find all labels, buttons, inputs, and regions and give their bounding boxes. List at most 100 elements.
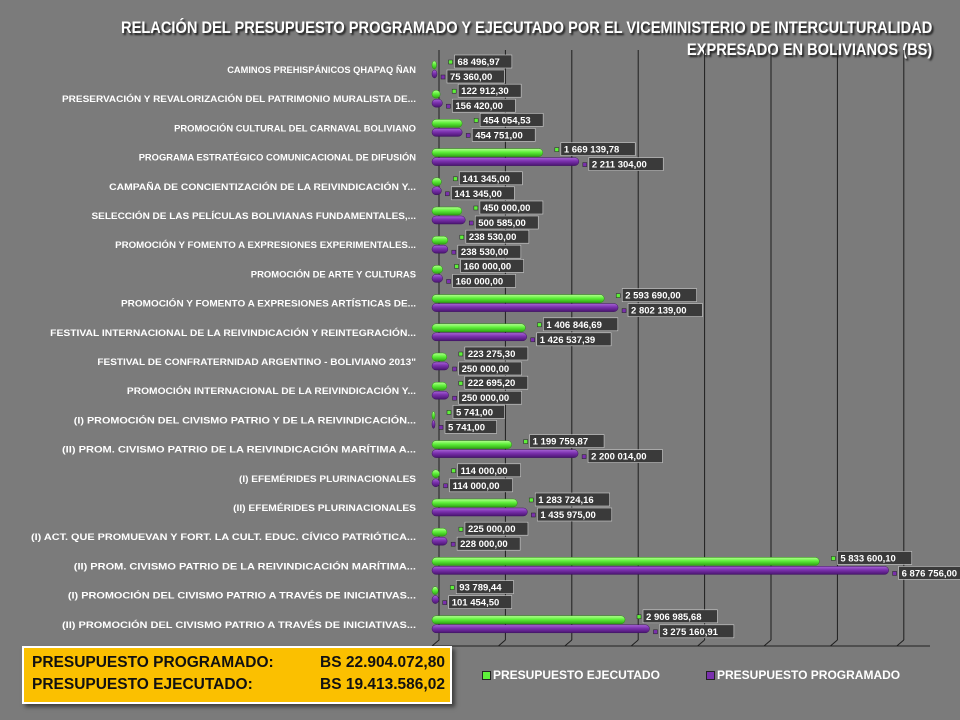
data-label-programado-box (457, 244, 522, 259)
category-label: (I) PROMOCIÓN DEL CIVISMO PATRIO A TRAVÉ… (68, 590, 416, 602)
data-label-ejecutado: 122 912,30 (461, 86, 509, 97)
category-label: PROMOCIÓN Y FOMENTO A EXPRESIONES EXPERI… (115, 239, 416, 251)
data-label-programado-marker (442, 600, 447, 605)
data-label-ejecutado-marker (831, 556, 836, 561)
grid-floor-tick (830, 639, 838, 647)
data-label-programado-box (451, 186, 515, 201)
bar-programado (431, 274, 443, 283)
data-label-ejecutado: 68 496,97 (458, 57, 500, 68)
data-label-ejecutado-box (529, 434, 605, 448)
bar-ejecutado (431, 323, 526, 333)
category-label: (I) PROMOCIÓN DEL CIVISMO PATRIO Y DE LA… (74, 414, 416, 426)
bar-programado (431, 420, 436, 429)
legend-swatch-ejecutado (482, 671, 491, 680)
data-label-ejecutado-marker (458, 351, 464, 357)
data-label-programado-marker (621, 308, 627, 313)
data-label-programado-marker (653, 629, 658, 635)
data-label-ejecutado: 1 199 759,87 (533, 437, 588, 448)
data-label-programado-marker (451, 249, 457, 255)
data-label-programado-marker (468, 220, 474, 226)
data-label-ejecutado: 141 345,00 (462, 174, 510, 185)
data-label-programado: 101 454,50 (452, 598, 500, 609)
data-label-programado-marker (446, 279, 451, 284)
bar-programado (431, 128, 463, 137)
data-label-ejecutado-marker (451, 88, 457, 94)
bar-ejecutado (431, 235, 449, 245)
data-label-programado-box (444, 420, 497, 434)
data-label-programado: 5 741,00 (448, 422, 485, 433)
data-label-ejecutado: 222 695,20 (468, 378, 516, 389)
data-label-programado-marker (438, 425, 444, 430)
bar-ejecutado (431, 119, 463, 128)
data-label-programado: 114 000,00 (453, 481, 500, 492)
axis-wall-line (431, 50, 440, 647)
data-label-programado: 141 345,00 (454, 189, 502, 200)
data-label-ejecutado-marker (453, 176, 458, 182)
bar-ejecutado (431, 557, 820, 566)
data-label-ejecutado-marker (554, 147, 560, 152)
data-label-ejecutado-box (534, 492, 610, 507)
data-label-programado-marker (450, 541, 456, 547)
data-label-programado-box (449, 478, 513, 493)
category-label: (II) PROMOCIÓN DEL CIVISMO PATRIO A TRAV… (62, 619, 416, 631)
data-label-ejecutado: 93 789,44 (459, 583, 502, 594)
data-label-ejecutado-marker (615, 293, 621, 298)
data-label-ejecutado-box (837, 551, 913, 565)
data-label-programado: 228 000,00 (460, 539, 508, 550)
data-label-programado: 3 275 160,91 (662, 627, 718, 638)
data-label-programado: 2 802 139,00 (631, 306, 686, 317)
bar-programado (431, 303, 619, 312)
bar-ejecutado (431, 440, 512, 449)
data-label-programado-box (456, 536, 521, 551)
category-label: PROMOCIÓN INTERNACIONAL DE LA REIVINDICA… (127, 385, 416, 397)
data-label-ejecutado-marker (473, 118, 479, 123)
bar-ejecutado (431, 60, 437, 70)
data-label-programado-box (458, 390, 522, 405)
bar-ejecutado (431, 498, 518, 508)
category-label: FESTIVAL INTERNACIONAL DE LA REIVINDICAC… (50, 327, 416, 339)
data-label-ejecutado-box (464, 521, 529, 536)
bar-programado (431, 98, 443, 108)
bar-ejecutado (431, 469, 440, 479)
data-label-ejecutado-marker (449, 585, 455, 590)
bar-ejecutado (431, 89, 441, 99)
data-label-ejecutado: 454 054,53 (483, 115, 531, 126)
data-label-programado: 1 426 537,39 (540, 335, 595, 346)
data-label-programado-box (448, 595, 513, 609)
data-label-ejecutado-marker (523, 439, 528, 444)
bar-programado (431, 624, 650, 634)
data-label-programado: 454 751,00 (475, 130, 523, 141)
category-label: (II) PROM. CIVISMO PATRIO DE LA REIVINDI… (62, 444, 416, 456)
summary-ejecutado-value: BS 19.413.586,02 (320, 676, 445, 693)
data-label-programado-box (452, 274, 516, 288)
grid-floor-tick (564, 639, 573, 647)
data-label-ejecutado-marker (448, 59, 453, 65)
data-label-programado: 238 530,00 (461, 247, 509, 258)
data-label-programado-marker (440, 74, 446, 80)
data-label-ejecutado-box (479, 200, 544, 215)
chart-title: RELACIÓN DEL PRESUPUESTO PROGRAMADO Y EJ… (120, 18, 932, 37)
data-label-ejecutado-box (452, 405, 505, 419)
data-label-programado-box (537, 507, 613, 522)
bar-programado (431, 595, 439, 604)
category-label: (I) EFEMÉRIDES PLURINACIONALES (239, 474, 416, 485)
data-label-ejecutado-box (455, 580, 514, 594)
data-label-ejecutado-box (642, 609, 718, 624)
bar-programado (431, 507, 528, 517)
data-label-ejecutado-marker (537, 322, 542, 328)
data-label-ejecutado-marker (636, 614, 642, 620)
data-label-ejecutado: 160 000,00 (464, 261, 512, 272)
grid-floor-tick (630, 639, 639, 647)
data-label-programado: 6 876 756,00 (902, 568, 957, 579)
data-label-ejecutado-marker (458, 526, 464, 532)
data-label-ejecutado-box (457, 463, 521, 478)
bar-ejecutado (431, 586, 439, 595)
data-label-programado-marker (452, 366, 457, 372)
bar-programado (431, 536, 448, 546)
data-label-ejecutado: 1 406 846,69 (546, 320, 601, 331)
bar-programado (431, 244, 449, 254)
data-label-programado-marker (531, 512, 536, 518)
data-label-programado-box (898, 566, 960, 580)
data-label-ejecutado: 5 741,00 (456, 407, 493, 418)
category-label: (I) ACT. QUE PROMUEVAN Y FORT. LA CULT. … (31, 531, 416, 543)
